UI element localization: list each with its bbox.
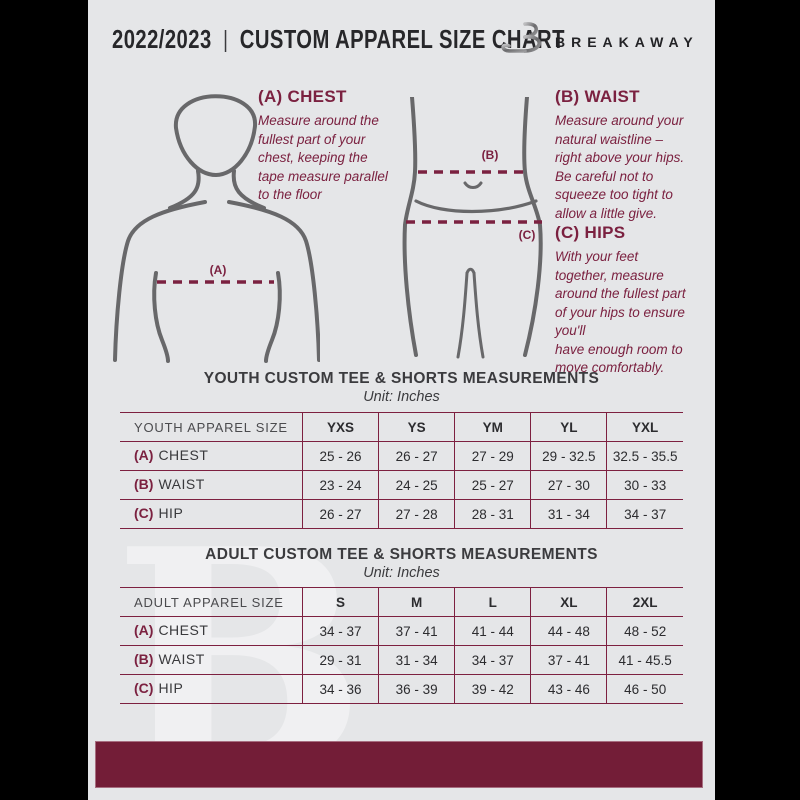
cell-value: 34 - 36 bbox=[301, 674, 379, 704]
chest-figure bbox=[110, 78, 321, 371]
youth-section-title: YOUTH CUSTOM TEE & SHORTS MEASUREMENTS bbox=[203, 370, 600, 387]
cell-value: 27 - 28 bbox=[378, 499, 455, 529]
cell-value: 36 - 39 bbox=[378, 674, 455, 704]
footer-accent-bar bbox=[95, 741, 703, 788]
cell-value: 30 - 33 bbox=[606, 470, 683, 500]
size-column-header: YS bbox=[378, 412, 455, 442]
breakaway-logo-icon bbox=[498, 14, 546, 65]
row-key: (B) bbox=[134, 651, 154, 667]
cell-value: 34 - 37 bbox=[454, 645, 531, 675]
cell-value: 29 - 31 bbox=[301, 645, 379, 675]
size-column-header: XL bbox=[530, 587, 607, 617]
chest-instruction-text: Measure around the fullest part of your … bbox=[258, 113, 388, 202]
adult-size-table: ADULT APPAREL SIZE S M L XL 2XL (A) CHEST… bbox=[120, 587, 683, 704]
adult-header-row: ADULT APPAREL SIZE S M L XL 2XL bbox=[120, 587, 683, 617]
cell-value: 41 - 44 bbox=[454, 616, 531, 646]
cell-value: 31 - 34 bbox=[378, 645, 455, 675]
adult-section-title: ADULT CUSTOM TEE & SHORTS MEASUREMENTS bbox=[205, 546, 598, 563]
header: 2022/2023 | CUSTOM APPAREL SIZE CHART bbox=[112, 24, 565, 54]
cell-value: 34 - 37 bbox=[606, 499, 683, 529]
cell-value: 37 - 41 bbox=[530, 645, 607, 675]
table-row-hip: (C) HIP 26 - 27 27 - 28 28 - 31 31 - 34 3… bbox=[120, 499, 683, 529]
table-row-chest: (A) CHEST 25 - 26 26 - 27 27 - 29 29 - 32… bbox=[120, 441, 683, 471]
row-label: HIP bbox=[158, 505, 184, 521]
size-column-header: S bbox=[301, 587, 379, 617]
hips-instruction-text: With your feet together, measure around … bbox=[555, 249, 686, 375]
row-label: CHEST bbox=[158, 622, 209, 638]
hips-line-label: (C) bbox=[518, 228, 536, 242]
hips-instruction-heading: (C) HIPS bbox=[555, 223, 626, 242]
page-title: CUSTOM APPAREL SIZE CHART bbox=[239, 24, 565, 54]
cell-value: 29 - 32.5 bbox=[530, 441, 607, 471]
brand-name: BREAKAWAY bbox=[555, 33, 699, 50]
row-key: (C) bbox=[134, 680, 154, 696]
adult-unit-label: Unit: Inches bbox=[363, 565, 440, 581]
size-chart-page: 2022/2023 | CUSTOM APPAREL SIZE CHART bbox=[88, 0, 715, 800]
waist-hips-figure bbox=[393, 95, 548, 365]
table-row-chest: (A) CHEST 34 - 37 37 - 41 41 - 44 44 - 48… bbox=[120, 616, 683, 646]
cell-value: 26 - 27 bbox=[301, 499, 379, 529]
chest-instruction-heading: (A) CHEST bbox=[258, 87, 347, 106]
youth-size-table: YOUTH APPAREL SIZE YXS YS YM YL YXL (A) C… bbox=[120, 412, 683, 529]
cell-value: 34 - 37 bbox=[301, 616, 379, 646]
size-column-header: YM bbox=[454, 412, 531, 442]
size-column-header: M bbox=[378, 587, 455, 617]
cell-value: 25 - 27 bbox=[454, 470, 531, 500]
size-column-header: YXS bbox=[301, 412, 379, 442]
waist-instruction-heading: (B) WAIST bbox=[555, 87, 640, 106]
waist-instruction-text: Measure around your natural waistline – … bbox=[555, 113, 685, 221]
cell-value: 31 - 34 bbox=[530, 499, 607, 529]
cell-value: 43 - 46 bbox=[530, 674, 607, 704]
youth-unit-label: Unit: Inches bbox=[363, 389, 440, 405]
cell-value: 41 - 45.5 bbox=[606, 645, 683, 675]
brand-block: BREAKAWAY bbox=[498, 14, 699, 65]
cell-value: 25 - 26 bbox=[301, 441, 379, 471]
cell-value: 26 - 27 bbox=[378, 441, 455, 471]
cell-value: 37 - 41 bbox=[378, 616, 455, 646]
header-separator: | bbox=[223, 26, 229, 52]
row-label: CHEST bbox=[158, 447, 209, 463]
row-label: WAIST bbox=[158, 651, 205, 667]
row-key: (A) bbox=[134, 447, 154, 463]
adult-corner-label: ADULT APPAREL SIZE bbox=[134, 594, 284, 610]
cell-value: 27 - 30 bbox=[530, 470, 607, 500]
size-column-header: L bbox=[454, 587, 531, 617]
cell-value: 32.5 - 35.5 bbox=[606, 441, 683, 471]
cell-value: 27 - 29 bbox=[454, 441, 531, 471]
cell-value: 23 - 24 bbox=[301, 470, 379, 500]
size-column-header: YXL bbox=[606, 412, 683, 442]
cell-value: 28 - 31 bbox=[454, 499, 531, 529]
table-row-waist: (B) WAIST 23 - 24 24 - 25 25 - 27 27 - 30… bbox=[120, 470, 683, 500]
cell-value: 48 - 52 bbox=[606, 616, 683, 646]
size-column-header: 2XL bbox=[606, 587, 683, 617]
chest-line-label: (A) bbox=[209, 263, 227, 277]
row-key: (B) bbox=[134, 476, 154, 492]
youth-corner-label: YOUTH APPAREL SIZE bbox=[134, 419, 288, 435]
table-row-hip: (C) HIP 34 - 36 36 - 39 39 - 42 43 - 46 4… bbox=[120, 674, 683, 704]
cell-value: 24 - 25 bbox=[378, 470, 455, 500]
youth-header-row: YOUTH APPAREL SIZE YXS YS YM YL YXL bbox=[120, 412, 683, 442]
size-column-header: YL bbox=[530, 412, 607, 442]
cell-value: 39 - 42 bbox=[454, 674, 531, 704]
cell-value: 46 - 50 bbox=[606, 674, 683, 704]
row-key: (C) bbox=[134, 505, 154, 521]
row-key: (A) bbox=[134, 622, 154, 638]
waist-line-label: (B) bbox=[481, 148, 499, 162]
row-label: WAIST bbox=[158, 476, 205, 492]
header-year: 2022/2023 bbox=[112, 24, 212, 54]
cell-value: 44 - 48 bbox=[530, 616, 607, 646]
table-row-waist: (B) WAIST 29 - 31 31 - 34 34 - 37 37 - 41… bbox=[120, 645, 683, 675]
row-label: HIP bbox=[158, 680, 184, 696]
